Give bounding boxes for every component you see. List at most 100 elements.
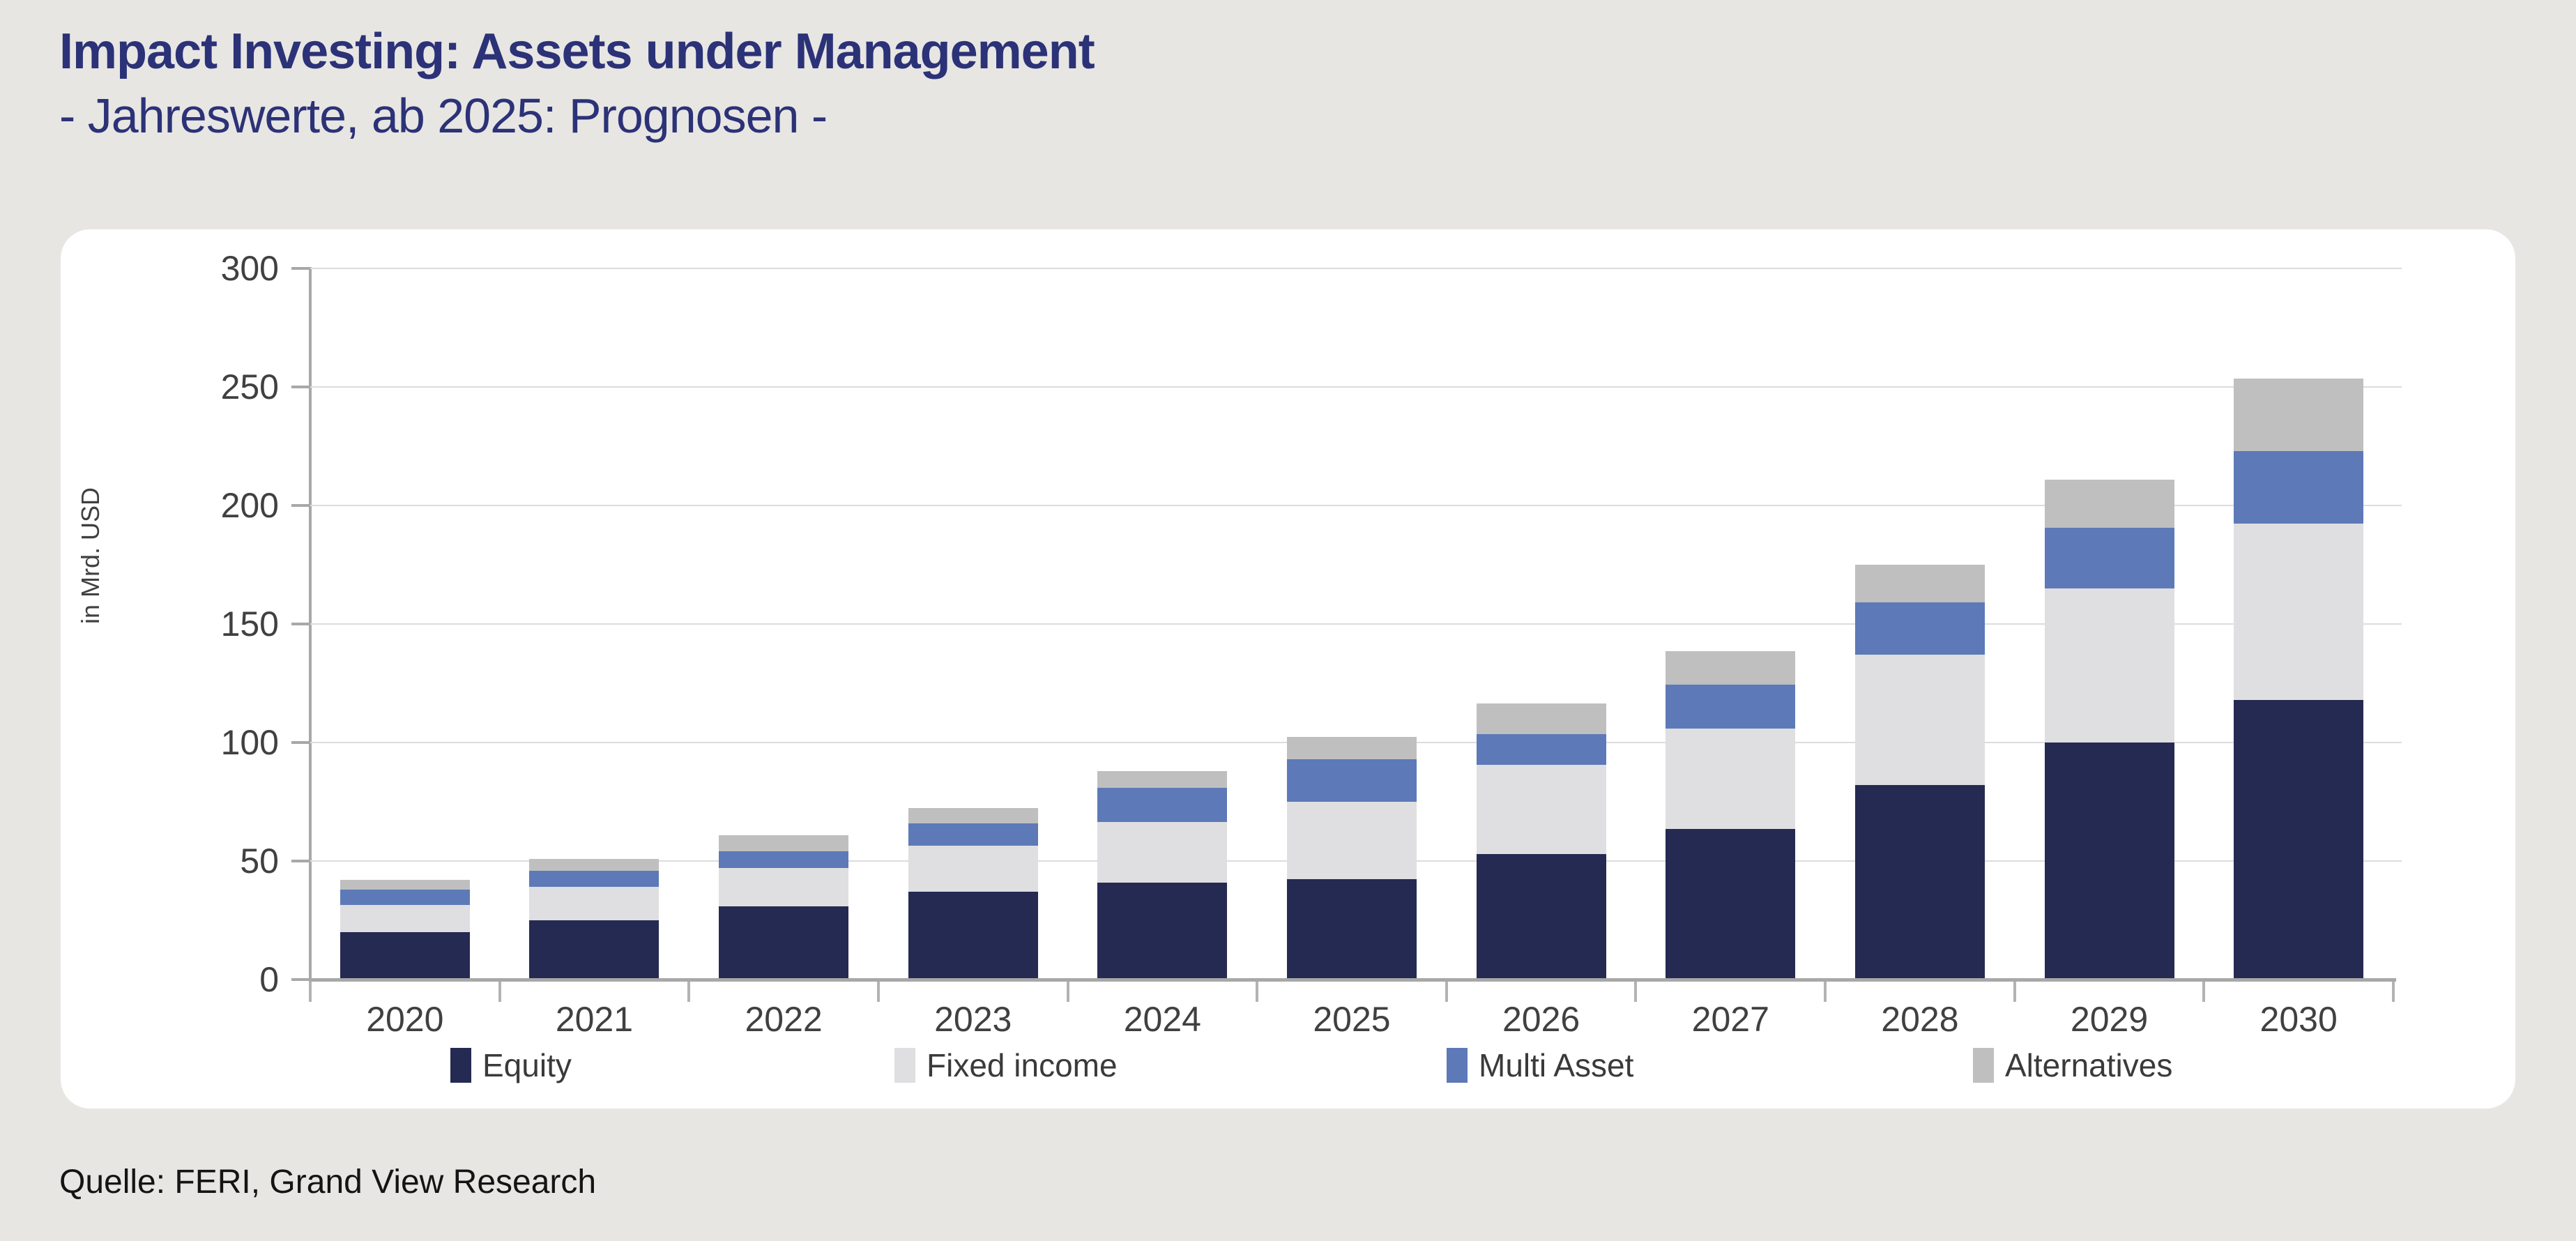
legend-swatch-multi-asset	[1447, 1048, 1468, 1083]
bar-segment-2026-fixed-income	[1476, 765, 1606, 854]
bar-segment-2022-equity	[719, 906, 849, 980]
legend-item-alternatives: Alternatives	[1973, 1041, 2172, 1090]
page-subtitle: - Jahreswerte, ab 2025: Prognosen -	[59, 89, 828, 143]
y-axis-tick-100	[291, 741, 310, 744]
bar-segment-2021-fixed-income	[529, 887, 660, 920]
bar-segment-2026-multi-asset	[1476, 734, 1606, 766]
bar-2022	[719, 268, 849, 980]
bar-segment-2025-multi-asset	[1287, 759, 1417, 802]
bar-2026	[1476, 268, 1606, 980]
page-title: Impact Investing: Assets under Managemen…	[59, 24, 1095, 79]
x-axis-tick-1	[498, 980, 501, 1002]
x-axis-tick-9	[2013, 980, 2016, 1002]
bar-segment-2026-equity	[1476, 853, 1606, 980]
bar-segment-2023-alternatives	[908, 807, 1038, 823]
bar-segment-2022-fixed-income	[719, 868, 849, 906]
x-axis-label-2023: 2023	[934, 1000, 1012, 1039]
bar-segment-2024-equity	[1097, 882, 1228, 980]
bar-segment-2030-equity	[2234, 699, 2364, 980]
bar-segment-2021-alternatives	[529, 858, 660, 871]
x-axis-tick-5	[1256, 980, 1259, 1002]
y-axis-tick-50	[291, 860, 310, 862]
y-axis-label-100: 100	[220, 723, 279, 762]
chart-legend: Equity Fixed income Multi Asset Alternative…	[0, 1041, 2576, 1090]
bar-2029	[2044, 268, 2174, 980]
bar-segment-2025-equity	[1287, 878, 1417, 980]
bar-segment-2028-multi-asset	[1854, 602, 1985, 655]
bar-segment-2024-fixed-income	[1097, 821, 1228, 883]
x-axis-label-2028: 2028	[1881, 1000, 1959, 1039]
x-axis-label-2024: 2024	[1123, 1000, 1201, 1039]
x-axis-tick-2	[687, 980, 691, 1002]
legend-label-equity: Equity	[482, 1047, 572, 1083]
x-axis-tick-3	[876, 980, 880, 1002]
bar-2023	[908, 268, 1038, 980]
bar-segment-2023-fixed-income	[908, 845, 1038, 892]
legend-swatch-equity	[450, 1048, 471, 1083]
bar-2020	[340, 268, 470, 980]
x-axis-line	[309, 978, 2396, 982]
bar-segment-2024-multi-asset	[1097, 787, 1228, 822]
x-axis-tick-8	[1824, 980, 1827, 1002]
gridline-300	[310, 268, 2402, 269]
bar-segment-2020-multi-asset	[340, 889, 470, 905]
gridline-200	[310, 505, 2402, 506]
x-axis-tick-0	[309, 980, 312, 1002]
bar-segment-2027-alternatives	[1666, 651, 1796, 685]
bar-segment-2027-multi-asset	[1666, 684, 1796, 729]
x-axis-label-2020: 2020	[366, 1000, 444, 1039]
bar-segment-2021-equity	[529, 920, 660, 980]
bar-2024	[1097, 268, 1228, 980]
legend-swatch-alternatives	[1973, 1048, 1994, 1083]
bar-segment-2030-fixed-income	[2234, 523, 2364, 700]
bar-2030	[2234, 268, 2364, 980]
bar-segment-2027-equity	[1666, 829, 1796, 980]
legend-label-alternatives: Alternatives	[2005, 1047, 2173, 1083]
bar-segment-2025-fixed-income	[1287, 802, 1417, 879]
bar-segment-2020-fixed-income	[340, 904, 470, 932]
bar-segment-2029-alternatives	[2044, 479, 2174, 528]
x-axis-label-2027: 2027	[1691, 1000, 1769, 1039]
legend-item-equity: Equity	[450, 1041, 572, 1090]
source-note: Quelle: FERI, Grand View Research	[59, 1164, 597, 1201]
bar-segment-2028-fixed-income	[1854, 655, 1985, 786]
bar-segment-2023-equity	[908, 892, 1038, 980]
bar-segment-2028-equity	[1854, 785, 1985, 980]
bar-segment-2023-multi-asset	[908, 823, 1038, 846]
y-axis-label-300: 300	[220, 249, 279, 288]
plot-area: 0 50 100 150 200 250 300 2020 2021 2022 2023 2024 20…	[221, 249, 2402, 1039]
x-axis-tick-10	[2202, 980, 2206, 1002]
x-axis-tick-11	[2392, 980, 2395, 1002]
bar-segment-2025-alternatives	[1287, 736, 1417, 759]
y-axis-label-50: 50	[240, 842, 279, 881]
x-axis-label-2022: 2022	[745, 1000, 823, 1039]
legend-item-fixed-income: Fixed income	[894, 1041, 1118, 1090]
y-axis-tick-0	[291, 978, 310, 981]
y-axis-tick-250	[291, 386, 310, 388]
y-axis-label-150: 150	[220, 604, 279, 644]
y-axis-tick-300	[291, 267, 310, 270]
bar-segment-2020-equity	[340, 932, 470, 980]
y-axis-line	[309, 267, 312, 982]
y-axis-label-0: 0	[259, 960, 279, 999]
legend-item-multi-asset: Multi Asset	[1447, 1041, 1633, 1090]
x-axis-tick-4	[1066, 980, 1069, 1002]
bar-segment-2021-multi-asset	[529, 870, 660, 888]
bar-segment-2024-alternatives	[1097, 770, 1228, 788]
bar-segment-2020-alternatives	[340, 880, 470, 890]
x-axis-tick-7	[1634, 980, 1638, 1002]
bar-segment-2022-multi-asset	[719, 851, 849, 869]
gridline-150	[310, 623, 2402, 625]
bar-segment-2030-multi-asset	[2234, 450, 2364, 524]
legend-swatch-fixed-income	[894, 1048, 915, 1083]
x-axis-label-2021: 2021	[555, 1000, 634, 1039]
x-axis-label-2025: 2025	[1313, 1000, 1391, 1039]
y-axis-tick-150	[291, 623, 310, 625]
gridline-250	[310, 386, 2402, 388]
x-axis-label-2029: 2029	[2070, 1000, 2149, 1039]
bar-segment-2030-alternatives	[2234, 379, 2364, 451]
x-axis-label-2026: 2026	[1502, 1000, 1580, 1039]
y-axis-tick-200	[291, 504, 310, 507]
legend-label-fixed-income: Fixed income	[927, 1047, 1118, 1083]
